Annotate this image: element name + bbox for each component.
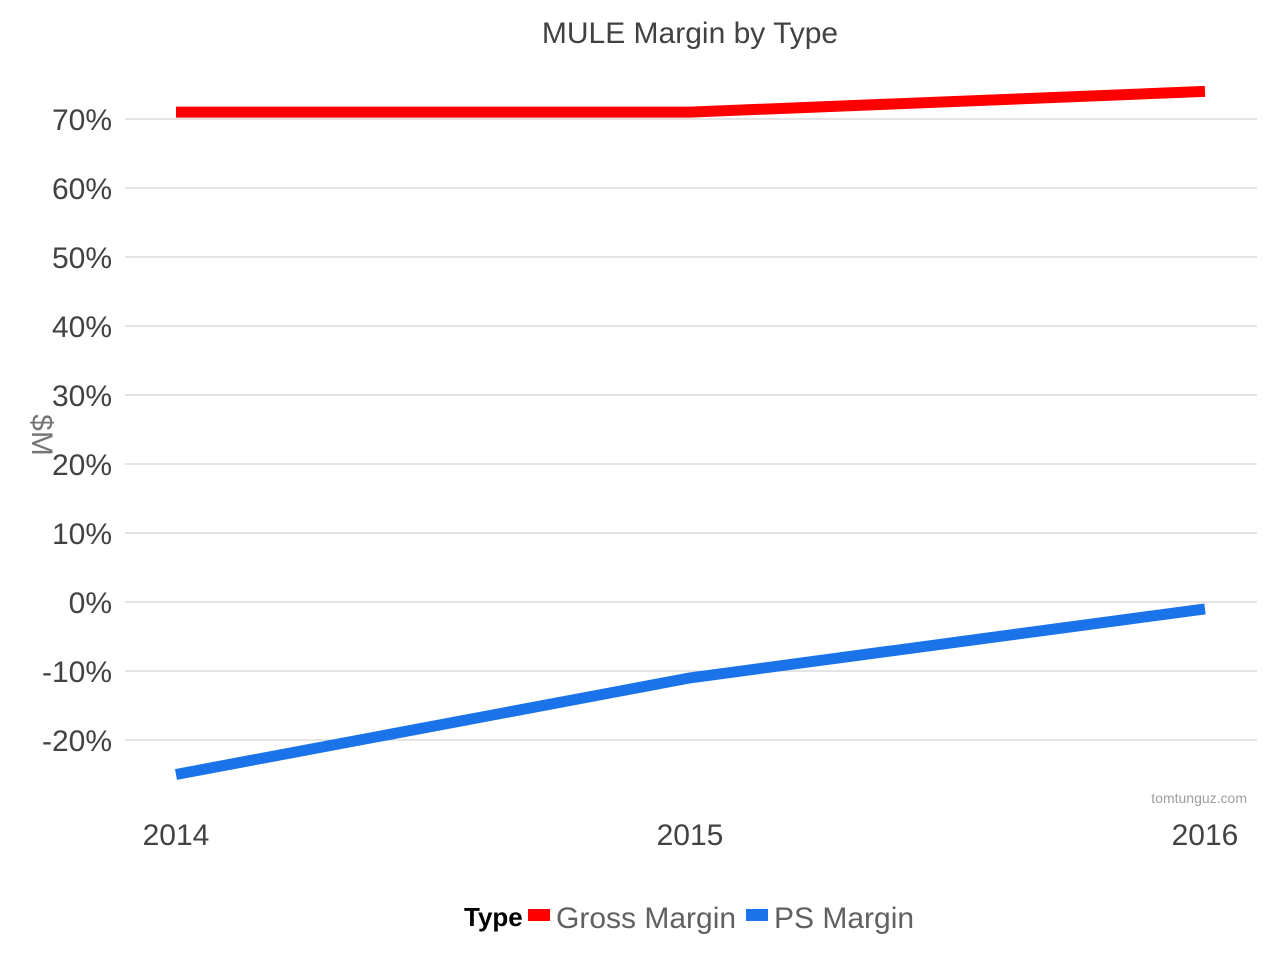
series-lines <box>174 85 1206 780</box>
y-tick-label: 0% <box>69 587 112 620</box>
legend-swatch-gross-margin <box>528 909 550 921</box>
y-tick-label: 60% <box>52 173 112 206</box>
y-axis-label: $M <box>25 414 58 456</box>
x-axis-ticks: 2014 2015 2016 <box>143 819 1239 852</box>
legend-label-gross-margin: Gross Margin <box>556 902 736 935</box>
y-tick-label: 40% <box>52 311 112 344</box>
legend-label-ps-margin: PS Margin <box>774 902 914 935</box>
chart-title: MULE Margin by Type <box>542 17 838 50</box>
series-line-gross-margin <box>176 85 1206 118</box>
gridlines <box>125 118 1257 741</box>
series-line-ps-margin <box>174 603 1206 780</box>
y-axis-ticks: 70% 60% 50% 40% 30% 20% 10% 0% -10% -20% <box>42 104 112 758</box>
y-tick-label: 50% <box>52 242 112 275</box>
x-tick-label: 2014 <box>143 819 210 852</box>
legend-title: Type <box>464 902 523 932</box>
y-tick-label: 70% <box>52 104 112 137</box>
x-tick-label: 2015 <box>657 819 724 852</box>
watermark: tomtunguz.com <box>1151 790 1247 806</box>
y-tick-label: -20% <box>42 725 112 758</box>
y-tick-label: 10% <box>52 518 112 551</box>
x-tick-label: 2016 <box>1172 819 1239 852</box>
legend: Type Gross Margin PS Margin <box>464 902 914 935</box>
y-tick-label: -10% <box>42 656 112 689</box>
y-tick-label: 20% <box>52 449 112 482</box>
legend-swatch-ps-margin <box>746 909 768 921</box>
y-tick-label: 30% <box>52 380 112 413</box>
